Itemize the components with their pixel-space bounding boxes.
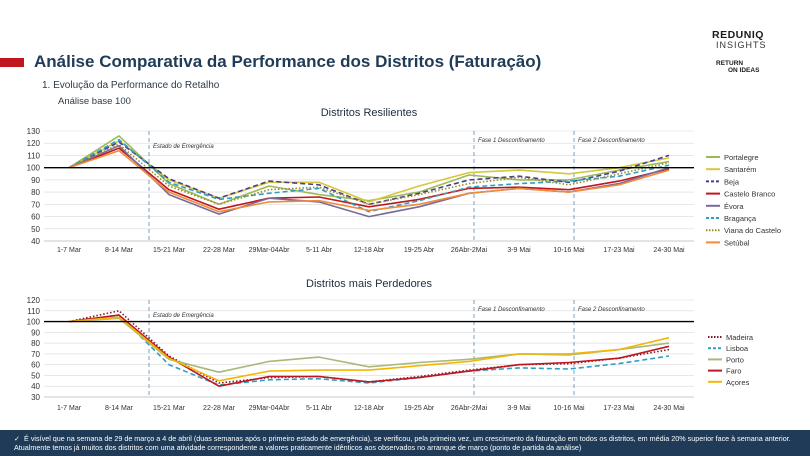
series-line-perdedores-2 — [68, 317, 670, 374]
page-title: Análise Comparativa da Performance dos D… — [34, 52, 542, 71]
annotation-label-resilientes-2: Fase 2 Desconfinamento — [578, 138, 645, 144]
y-tick-label-perdedores-120: 120 — [27, 296, 41, 305]
chart-title-resilientes: Distritos Resilientes — [321, 107, 418, 119]
return-on-ideas-logo-line2: ON IDEAS — [728, 67, 760, 74]
chart-title-perdedores: Distritos mais Perdedores — [306, 278, 432, 290]
legend-label-resilientes-1: Santarém — [724, 165, 757, 174]
y-tick-label-perdedores-50: 50 — [31, 371, 40, 380]
series-line-resilientes-0 — [68, 135, 670, 206]
legend-label-perdedores-1: Lisboa — [726, 344, 749, 353]
x-tick-label-resilientes-9: 3-9 Mai — [507, 247, 531, 254]
y-tick-label-resilientes-130: 130 — [27, 127, 41, 136]
annotation-label-resilientes-0: Estado de Emergência — [153, 144, 214, 150]
y-tick-label-perdedores-110: 110 — [27, 307, 40, 316]
base-note: Análise base 100 — [58, 96, 131, 107]
x-tick-label-resilientes-10: 10-16 Mai — [553, 247, 585, 254]
x-tick-label-perdedores-9: 3-9 Mai — [507, 405, 531, 412]
annotation-label-perdedores-2: Fase 2 Desconfinamento — [578, 307, 645, 313]
title-accent-bar — [0, 58, 24, 67]
y-tick-label-perdedores-30: 30 — [31, 393, 40, 402]
x-tick-label-resilientes-1: 8-14 Mar — [105, 247, 134, 254]
section-subtitle: 1. Evolução da Performance do Retalho — [42, 80, 220, 91]
check-icon: ✓ — [14, 434, 21, 443]
y-tick-label-perdedores-90: 90 — [31, 328, 40, 337]
x-tick-label-resilientes-4: 29Mar-04Abr — [249, 247, 291, 254]
series-line-resilientes-5 — [68, 138, 670, 213]
legend-label-perdedores-0: Madeira — [726, 333, 754, 342]
y-tick-label-resilientes-70: 70 — [31, 200, 40, 209]
x-tick-label-resilientes-8: 26Abr-2Mai — [451, 247, 488, 254]
return-on-ideas-logo-line1: RETURN — [716, 60, 744, 67]
legend-label-perdedores-4: Açores — [726, 378, 750, 387]
x-tick-label-perdedores-10: 10-16 Mai — [553, 405, 585, 412]
series-line-resilientes-7 — [68, 149, 670, 213]
legend-label-perdedores-2: Porto — [726, 355, 744, 364]
charts-canvas: Distritos Resilientes4050607080901001101… — [27, 107, 781, 412]
legend-label-resilientes-2: Beja — [724, 177, 740, 186]
legend-label-resilientes-0: Portalegre — [724, 153, 759, 162]
y-tick-label-resilientes-110: 110 — [27, 151, 40, 160]
footer-text: É visível que na semana de 29 de março a… — [14, 434, 791, 452]
x-tick-label-resilientes-11: 17-23 Mai — [603, 247, 635, 254]
y-tick-label-perdedores-40: 40 — [31, 382, 40, 391]
series-line-resilientes-1 — [68, 140, 670, 203]
y-tick-label-resilientes-50: 50 — [31, 225, 40, 234]
x-tick-label-perdedores-5: 5-11 Abr — [306, 405, 333, 412]
y-tick-label-resilientes-40: 40 — [31, 237, 40, 246]
x-tick-label-resilientes-3: 22-28 Mar — [203, 247, 236, 254]
y-tick-label-perdedores-60: 60 — [31, 361, 40, 370]
annotation-label-perdedores-0: Estado de Emergência — [153, 313, 214, 319]
y-tick-label-resilientes-100: 100 — [27, 164, 41, 173]
annotation-label-perdedores-1: Fase 1 Desconfinamento — [478, 307, 545, 313]
y-tick-label-resilientes-90: 90 — [31, 176, 40, 185]
x-tick-label-resilientes-0: 1-7 Mar — [57, 247, 82, 254]
legend-label-resilientes-3: Castelo Branco — [724, 190, 775, 199]
x-tick-label-resilientes-2: 15-21 Mar — [153, 247, 186, 254]
x-tick-label-resilientes-7: 19-25 Abr — [404, 247, 435, 254]
legend-label-resilientes-5: Bragança — [724, 214, 757, 223]
y-tick-label-perdedores-70: 70 — [31, 350, 40, 359]
x-tick-label-perdedores-12: 24-30 Mai — [653, 405, 685, 412]
series-line-perdedores-1 — [68, 314, 670, 386]
x-tick-label-resilientes-12: 24-30 Mai — [653, 247, 685, 254]
x-tick-label-perdedores-3: 22-28 Mar — [203, 405, 236, 412]
x-tick-label-perdedores-2: 15-21 Mar — [153, 405, 186, 412]
series-line-resilientes-2 — [68, 141, 670, 206]
x-tick-label-perdedores-8: 26Abr-2Mai — [451, 405, 488, 412]
legend-label-perdedores-3: Faro — [726, 367, 741, 376]
y-tick-label-perdedores-100: 100 — [27, 318, 41, 327]
series-line-resilientes-3 — [68, 147, 670, 210]
legend-label-resilientes-7: Setúbal — [724, 238, 750, 247]
reduniq-logo: REDUNIQ — [712, 29, 764, 41]
x-tick-label-resilientes-6: 12-18 Abr — [354, 247, 385, 254]
x-tick-label-resilientes-5: 5-11 Abr — [306, 247, 333, 254]
x-tick-label-perdedores-7: 19-25 Abr — [404, 405, 435, 412]
y-tick-label-resilientes-80: 80 — [31, 188, 40, 197]
footer-note: ✓ É visível que na semana de 29 de março … — [0, 430, 810, 456]
y-tick-label-resilientes-60: 60 — [31, 213, 40, 222]
annotation-label-resilientes-1: Fase 1 Desconfinamento — [478, 138, 545, 144]
x-tick-label-perdedores-6: 12-18 Abr — [354, 405, 385, 412]
series-line-perdedores-4 — [68, 316, 670, 382]
x-tick-label-perdedores-4: 29Mar-04Abr — [249, 405, 291, 412]
insights-logo-text: INSIGHTS — [716, 40, 767, 50]
y-tick-label-resilientes-120: 120 — [27, 139, 41, 148]
legend-label-resilientes-4: Évora — [724, 202, 744, 211]
x-tick-label-perdedores-0: 1-7 Mar — [57, 405, 82, 412]
y-tick-label-perdedores-80: 80 — [31, 339, 40, 348]
legend-label-resilientes-6: Viana do Castelo — [724, 226, 781, 235]
x-tick-label-perdedores-1: 8-14 Mar — [105, 405, 134, 412]
x-tick-label-perdedores-11: 17-23 Mai — [603, 405, 635, 412]
series-line-resilientes-6 — [68, 143, 670, 206]
series-line-perdedores-3 — [68, 314, 670, 388]
